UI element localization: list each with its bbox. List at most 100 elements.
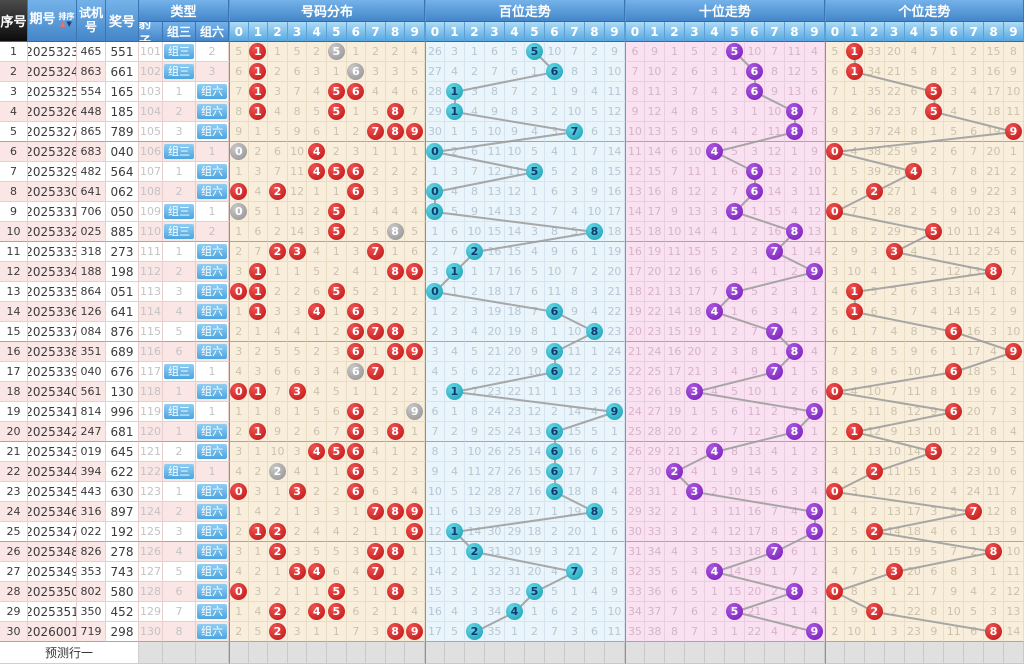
footer-empty-cell — [584, 642, 605, 664]
bai-cell: 1 — [584, 342, 605, 362]
shi-cell: 15 — [624, 222, 645, 242]
shi-cell: 12 — [624, 162, 645, 182]
sort-desc-icon[interactable]: ▼ — [66, 20, 73, 28]
bai-cell: 8 — [544, 222, 565, 242]
ge-cell: 15 — [984, 42, 1004, 62]
number-ball: 9 — [1004, 343, 1022, 360]
bai-cell: 29 — [504, 522, 525, 542]
zu6-cell: 组六 — [196, 502, 229, 522]
header-baozi-label: 豹子 — [139, 22, 152, 42]
bai-cell: 2 — [424, 242, 445, 262]
prize-number-cell: 130 — [106, 382, 139, 402]
dist-cell: 2 — [287, 602, 308, 622]
zu6-cell: 组六 — [196, 522, 229, 542]
bai-cell: 13 — [464, 502, 485, 522]
sort-label: 排序 — [58, 12, 75, 21]
dist-cell: 9 — [405, 122, 425, 142]
shi-cell: 5 — [704, 542, 725, 562]
number-ball: 5 — [525, 583, 543, 600]
baozi-miss-cell: 110 — [139, 222, 163, 242]
zu6-badge: 组六 — [197, 604, 227, 619]
shi-cell: 7 — [624, 62, 645, 82]
dist-cell: 7 — [366, 322, 386, 342]
dist-cell: 4 — [307, 382, 327, 402]
shi-cell: 7 — [744, 322, 765, 342]
number-ball: 6 — [545, 443, 563, 460]
dist-cell: 1 — [326, 182, 347, 202]
baozi-miss-cell: 128 — [139, 582, 163, 602]
bai-cell: 6 — [604, 522, 625, 542]
bai-cell: 15 — [524, 462, 545, 482]
number-ball: 5 — [725, 43, 743, 60]
bai-cell: 10 — [524, 362, 545, 382]
dist-cell: 1 — [229, 302, 249, 322]
bai-cell: 5 — [524, 162, 545, 182]
shi-cell: 4 — [724, 362, 745, 382]
dist-cell: 3 — [248, 582, 269, 602]
shi-cell: 4 — [804, 342, 825, 362]
number-ball: 3 — [288, 243, 306, 260]
shi-cell: 2 — [664, 502, 685, 522]
zu6-badge: 组六 — [197, 444, 227, 459]
ge-cell: 5 — [1003, 222, 1024, 242]
period-cell: 2025341 — [28, 402, 77, 422]
ge-cell: 35 — [864, 82, 885, 102]
ge-cell: 4 — [944, 102, 965, 122]
zu3-cell: 组三 — [163, 222, 196, 242]
number-ball: 6 — [347, 483, 365, 500]
footer-empty-cell — [366, 642, 386, 664]
shi-cell: 16 — [744, 502, 765, 522]
ge-cell: 21 — [984, 162, 1004, 182]
sort-control[interactable]: 排序 ▲▼ — [59, 13, 75, 28]
ge-cell: 16 — [984, 62, 1004, 82]
shi-cell: 3 — [664, 82, 685, 102]
bai-cell: 3 — [584, 62, 605, 82]
shi-cell: 2 — [784, 462, 805, 482]
dist-cell: 2 — [229, 242, 249, 262]
dist-cell: 4 — [287, 322, 308, 342]
shi-cell: 16 — [624, 242, 645, 262]
bai-cell: 6 — [544, 302, 565, 322]
ge-cell: 7 — [924, 582, 945, 602]
number-ball: 8 — [985, 543, 1002, 560]
baozi-miss-cell: 114 — [139, 302, 163, 322]
dist-cell: 4 — [307, 142, 327, 162]
bai-cell: 16 — [524, 482, 545, 502]
shi-cell: 17 — [744, 522, 765, 542]
header-type-label: 类型 — [170, 5, 197, 20]
bai-cell: 6 — [584, 442, 605, 462]
bai-cell: 22 — [504, 382, 525, 402]
dist-cell: 1 — [346, 382, 367, 402]
baozi-miss-cell: 127 — [139, 562, 163, 582]
bai-cell: 31 — [504, 562, 525, 582]
number-ball: 9 — [805, 263, 823, 280]
shi-cell: 1 — [764, 382, 785, 402]
shi-cell: 18 — [744, 542, 765, 562]
bai-cell: 10 — [604, 62, 625, 82]
ge-cell: 1 — [824, 222, 845, 242]
ge-cell: 13 — [864, 442, 885, 462]
seq-cell: 2 — [0, 62, 28, 82]
zu3-cell: 6 — [163, 582, 196, 602]
bai-cell: 26 — [424, 42, 445, 62]
shi-cell: 7 — [764, 322, 785, 342]
period-cell: 2025348 — [28, 542, 77, 562]
ge-cell: 11 — [1003, 102, 1024, 122]
shi-cell: 2 — [704, 482, 725, 502]
bai-cell: 11 — [604, 82, 625, 102]
dist-cell: 2 — [268, 502, 288, 522]
ge-cell: 19 — [964, 382, 985, 402]
number-ball: 7 — [366, 563, 384, 580]
header-section-bai: 百位走势 — [424, 0, 625, 22]
ge-cell: 6 — [1003, 462, 1024, 482]
zu6-cell: 1 — [196, 462, 229, 482]
sort-asc-icon[interactable]: ▲ — [60, 20, 67, 28]
seq-cell: 20 — [0, 422, 28, 442]
dist-cell: 8 — [385, 502, 406, 522]
digit-header-ge-9: 9 — [1003, 22, 1024, 42]
shi-cell: 7 — [664, 602, 685, 622]
footer-empty-cell — [544, 642, 565, 664]
ge-cell: 5 — [924, 542, 945, 562]
dist-cell: 1 — [326, 622, 347, 642]
dist-cell: 5 — [366, 222, 386, 242]
